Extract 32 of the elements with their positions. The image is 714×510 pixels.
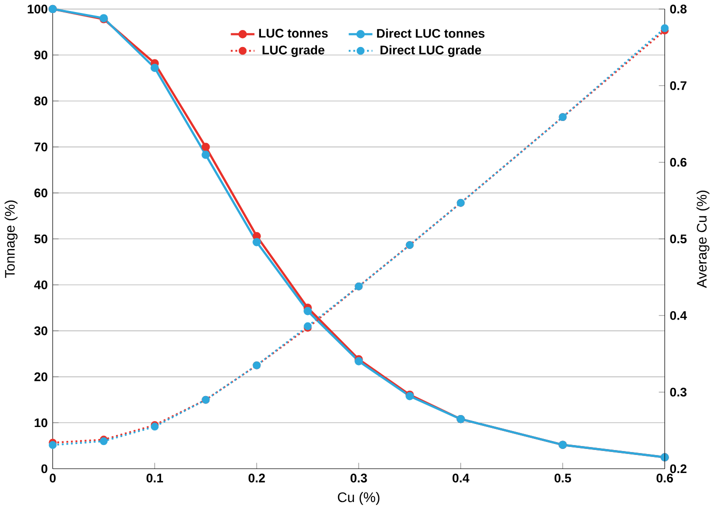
y2-axis-title: Average Cu (%) [696,190,710,288]
y2-tick-label: 0.5 [670,234,687,244]
x-tick-label: 0.2 [248,474,265,483]
x-tick-label: 0 [50,474,56,483]
y2-tick-label: 0.4 [670,311,687,320]
y-tick-label: 100 [28,4,48,14]
y-tick-label: 0 [41,464,48,474]
y2-tick-label: 0.3 [670,388,687,397]
x-tick-label: 0.6 [656,474,673,483]
y2-tick-label: 0.7 [670,81,686,90]
y2-tick-label: 0.6 [670,158,687,167]
legend-label: Direct LUC tonnes [377,28,484,38]
legend-label: LUC grade [262,46,324,58]
y-tick-label: 50 [34,234,48,244]
y-tick-label: 10 [34,418,48,428]
x-tick-label: 0.3 [350,474,367,483]
x-tick-label: 0.4 [452,474,470,483]
y-tick-label: 70 [34,142,48,152]
x-tick-label: 0.1 [146,474,164,483]
y-tick-label: 80 [34,96,48,106]
y2-tick-label: 0.8 [670,4,687,14]
x-tick-label: 0.5 [554,474,572,483]
y-tick-label: 20 [34,372,48,382]
y-tick-label: 40 [34,280,48,290]
legend-label: LUC tonnes [259,29,328,38]
y-tick-label: 90 [34,50,48,60]
y2-tick-label: 0.2 [670,464,686,474]
legend-label: Direct LUC grade [380,46,482,58]
x-axis-title: Cu (%) [338,492,380,506]
y-axis-title: Tonnage (%) [4,200,18,278]
y-tick-label: 30 [34,326,48,336]
y-tick-label: 60 [34,188,48,198]
